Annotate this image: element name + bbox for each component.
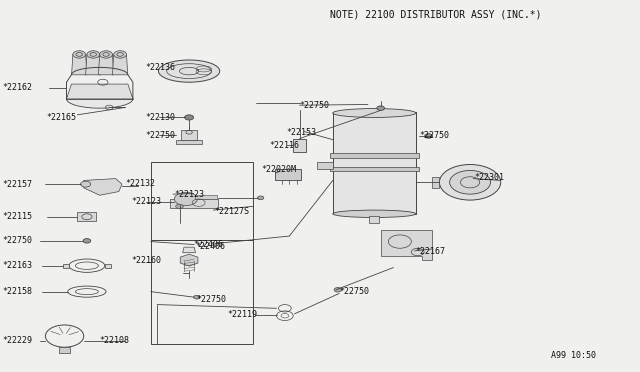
Text: *22163: *22163 <box>2 261 32 270</box>
Circle shape <box>257 196 264 200</box>
Text: *22115: *22115 <box>2 212 32 221</box>
Text: *22406: *22406 <box>195 241 225 250</box>
Text: *22301: *22301 <box>474 173 504 182</box>
Polygon shape <box>113 54 128 75</box>
Polygon shape <box>432 177 440 188</box>
Circle shape <box>425 134 433 138</box>
Text: *22136: *22136 <box>145 63 175 72</box>
Text: *22116: *22116 <box>269 141 299 150</box>
Text: *22750: *22750 <box>196 295 227 304</box>
Polygon shape <box>77 212 97 221</box>
Circle shape <box>175 204 183 209</box>
Bar <box>275 169 301 180</box>
Text: *22123: *22123 <box>132 197 162 206</box>
Bar <box>293 138 306 152</box>
Circle shape <box>83 238 91 243</box>
Bar <box>333 112 416 214</box>
Circle shape <box>81 181 91 187</box>
Text: *22123: *22123 <box>174 190 204 199</box>
Ellipse shape <box>159 60 220 82</box>
Polygon shape <box>60 347 70 353</box>
Text: *22406: *22406 <box>193 240 223 249</box>
Ellipse shape <box>333 210 416 218</box>
Polygon shape <box>67 84 133 99</box>
Polygon shape <box>182 247 195 253</box>
Text: *22153: *22153 <box>287 128 317 137</box>
Polygon shape <box>381 231 432 260</box>
Text: *22130: *22130 <box>145 113 175 122</box>
Ellipse shape <box>333 109 416 118</box>
Text: *22750: *22750 <box>145 131 175 140</box>
Text: *22750: *22750 <box>300 101 330 110</box>
Polygon shape <box>72 54 87 75</box>
Polygon shape <box>176 140 202 144</box>
Text: *22108: *22108 <box>100 336 130 345</box>
Text: *22157: *22157 <box>2 180 32 189</box>
Circle shape <box>377 106 385 110</box>
Polygon shape <box>63 264 69 267</box>
Circle shape <box>440 164 500 200</box>
Text: *22119: *22119 <box>227 310 257 319</box>
Bar <box>151 240 253 343</box>
Text: *22132: *22132 <box>125 179 156 188</box>
Circle shape <box>87 51 100 58</box>
Polygon shape <box>181 131 196 140</box>
Polygon shape <box>84 179 122 195</box>
Text: A99 10:50: A99 10:50 <box>551 351 596 360</box>
Text: *22127S: *22127S <box>214 207 250 216</box>
Text: *22020M: *22020M <box>261 165 296 174</box>
Bar <box>369 216 380 223</box>
Text: NOTE) 22100 DISTRIBUTOR ASSY (INC.*): NOTE) 22100 DISTRIBUTOR ASSY (INC.*) <box>330 10 541 20</box>
Circle shape <box>73 51 86 58</box>
Text: *22229: *22229 <box>2 336 32 345</box>
Polygon shape <box>105 264 111 267</box>
Circle shape <box>450 170 490 194</box>
Polygon shape <box>180 254 198 266</box>
Text: *22750: *22750 <box>419 131 449 141</box>
Text: *22167: *22167 <box>416 247 446 256</box>
Text: *22158: *22158 <box>2 287 32 296</box>
Polygon shape <box>195 195 216 199</box>
Circle shape <box>100 51 113 58</box>
Circle shape <box>334 288 342 292</box>
Circle shape <box>114 51 127 58</box>
Ellipse shape <box>67 90 133 108</box>
Bar <box>330 167 419 171</box>
Text: *22165: *22165 <box>47 113 77 122</box>
Polygon shape <box>317 162 333 169</box>
Bar <box>330 153 419 158</box>
Circle shape <box>174 192 197 206</box>
Circle shape <box>193 295 200 299</box>
Bar <box>151 162 253 240</box>
Text: *22162: *22162 <box>2 83 32 92</box>
Polygon shape <box>170 199 218 208</box>
Polygon shape <box>99 54 114 75</box>
Polygon shape <box>86 54 101 75</box>
Text: *22750: *22750 <box>2 236 32 246</box>
Text: *22750: *22750 <box>339 287 369 296</box>
Text: *22160: *22160 <box>132 256 162 264</box>
Circle shape <box>184 115 193 120</box>
